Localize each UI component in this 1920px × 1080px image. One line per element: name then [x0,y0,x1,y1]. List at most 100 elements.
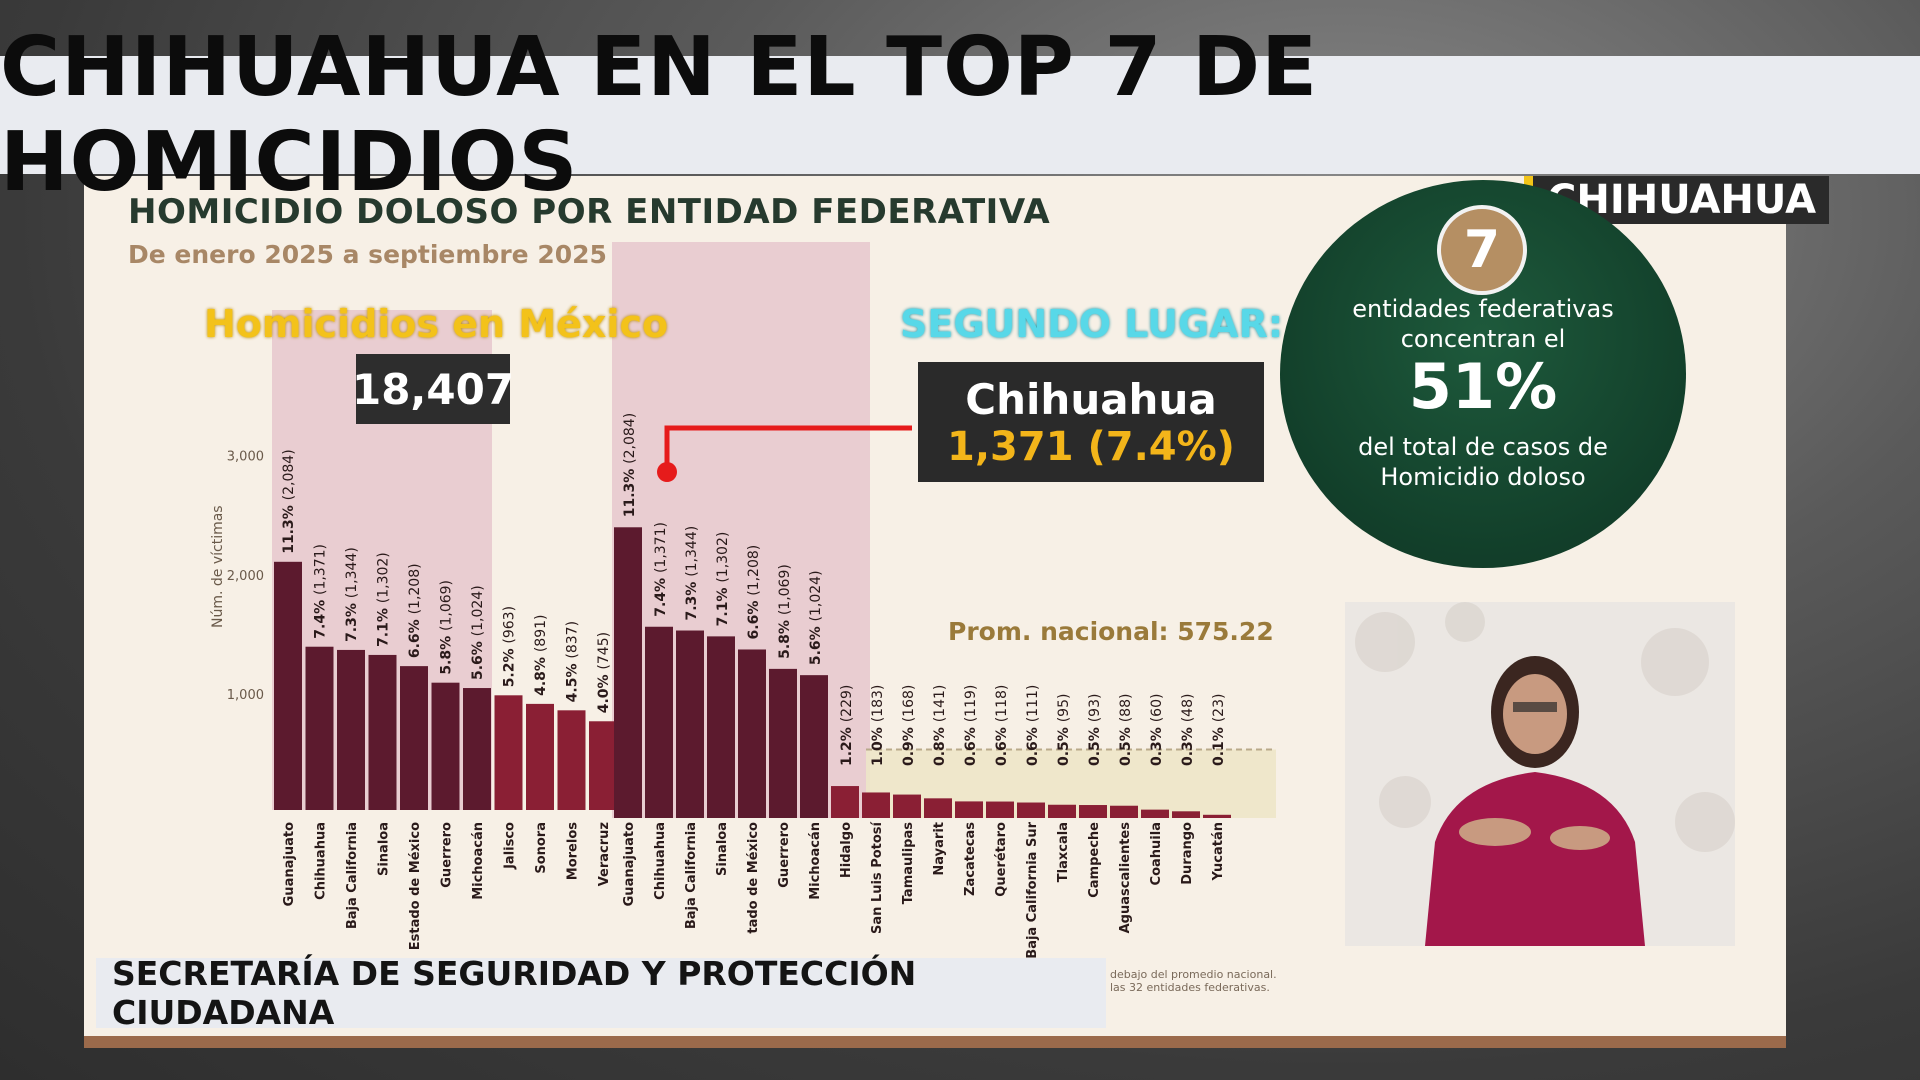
bar-data-label: 11.3% (2,084) [281,449,297,553]
bar [400,666,428,810]
y-tick-label: 1,000 [227,688,264,703]
bar [1079,805,1107,818]
circle-text-top: entidades federativas concentran el [1352,295,1614,353]
bar-data-label: 1.0% (183) [870,685,886,766]
bar [924,798,952,818]
bar-data-label: 4.8% (891) [533,615,549,696]
slide-title: HOMICIDIO DOLOSO POR ENTIDAD FEDERATIVA [128,192,1051,232]
bar [431,682,460,810]
bar-data-label: 7.1% (1,302) [715,532,731,627]
bar [614,527,642,818]
x-category-label: Yucatán [1211,822,1226,881]
bar [645,626,673,818]
x-category-label: Chihuahua [314,822,329,900]
x-category-label: San Luis Potosí [870,820,885,934]
x-category-label: Jalisco [503,822,518,870]
bar-data-label: 6.6% (1,208) [746,545,762,640]
x-category-label: Guerrero [777,822,792,888]
headline-bar: CHIHUAHUA EN EL TOP 7 DE HOMICIDIOS [0,20,1920,210]
bar [526,703,554,810]
chihuahua-callout: Chihuahua 1,371 (7.4%) [918,362,1264,482]
bar-data-label: 5.8% (1,069) [777,564,793,659]
bar [831,786,859,818]
footnote-line: debajo del promedio nacional. [1110,968,1277,981]
bar-data-label: 0.6% (118) [994,685,1010,766]
bar [494,695,523,810]
bar-data-label: 0.1% (23) [1211,694,1227,766]
footer-bar: SECRETARÍA DE SEGURIDAD Y PROTECCIÓN CIU… [96,954,1106,1032]
bar-data-label: 5.2% (963) [502,606,518,687]
x-category-label: Campeche [1087,822,1102,898]
bar [738,649,766,818]
x-category-label: Coahuila [1149,822,1164,885]
x-category-label: Sinaloa [715,822,730,876]
x-category-label: Baja California [684,822,699,929]
mexico-total-badge: 18,407 [352,354,514,424]
bar-data-label: 5.6% (1,024) [470,585,486,680]
bar [557,710,586,810]
bar-data-label: 6.6% (1,208) [407,563,423,658]
x-category-label: Sinaloa [377,822,392,876]
bar-data-label: 11.3% (2,084) [622,413,638,517]
bar-data-label: 0.5% (93) [1087,694,1103,766]
bar [1110,805,1138,818]
x-category-label: Guanajuato [282,822,297,906]
bar-data-label: 0.3% (48) [1180,694,1196,766]
bar [893,794,921,818]
pointer-line [664,425,912,470]
circle-text-bottom: del total de casos de Homicidio doloso [1358,433,1608,491]
x-category-label: Zacatecas [963,822,978,896]
mexico-label: Homicidios en México [204,302,669,346]
bar [676,630,704,818]
x-category-label: Sonora [534,822,549,874]
bar-data-label: 4.0% (745) [596,632,612,713]
bar-data-label: 7.3% (1,344) [684,526,700,621]
bar [1017,802,1045,818]
bar-data-label: 5.6% (1,024) [808,570,824,665]
bar [337,649,365,810]
circle-number-badge: 7 [1437,205,1527,295]
bar [1141,809,1169,818]
x-category-label: Guanajuato [622,822,637,906]
bar [800,675,828,818]
slide-bottom-bar [84,1036,1786,1048]
bar-data-label: 5.8% (1,069) [439,580,455,675]
pointer-dot [657,462,677,482]
y-tick-label: 3,000 [227,450,264,465]
bar [707,636,735,818]
bar [368,654,397,810]
x-category-label: Aguascalientes [1118,822,1133,934]
headline-text: CHIHUAHUA EN EL TOP 7 DE HOMICIDIOS [0,20,1319,210]
callout-name: Chihuahua [965,374,1217,424]
x-category-label: Querétaro [994,822,1009,897]
y-tick-label: 2,000 [227,569,264,584]
x-category-label: Veracruz [597,822,612,886]
x-category-label: Baja California Sur [1025,821,1040,958]
x-category-label: Michoacán [808,822,823,900]
bar-data-label: 0.5% (95) [1056,694,1072,766]
bar [1048,804,1076,818]
sign-language-interpreter-video [1345,602,1735,946]
x-category-label: Tamaulipas [901,822,916,905]
bar-data-label: 0.5% (88) [1118,694,1134,766]
bar-data-label: 7.4% (1,371) [313,544,329,639]
footnote-line: las 32 entidades federativas. [1110,981,1270,994]
bar [463,688,491,810]
bar [274,561,302,810]
x-category-label: Michoacán [471,822,486,900]
bar-data-label: 1.2% (229) [839,685,855,766]
footer-text: SECRETARÍA DE SEGURIDAD Y PROTECCIÓN CIU… [112,954,917,1032]
bar [305,646,334,810]
bar-data-label: 7.1% (1,302) [376,552,392,647]
x-category-label: Chihuahua [653,822,668,900]
x-category-label: Estado de México [408,822,423,950]
bar-data-label: 0.3% (60) [1149,694,1165,766]
bar [862,792,890,818]
x-category-label: Hidalgo [839,822,854,878]
bar [1203,814,1231,818]
x-category-label: Durango [1180,822,1195,885]
y-axis-label: Núm. de víctimas [210,505,226,628]
x-category-label: Baja California [345,822,360,929]
bar-data-label: 0.6% (119) [963,685,979,766]
